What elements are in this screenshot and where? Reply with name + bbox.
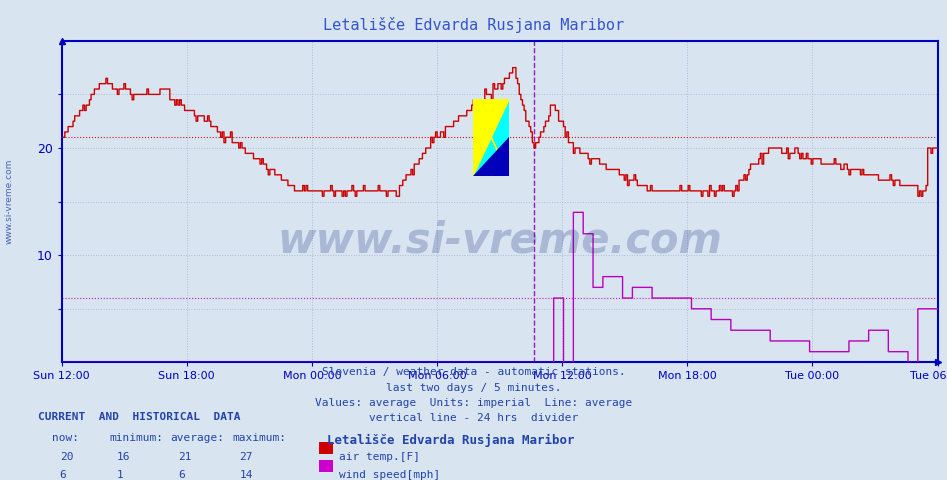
Text: CURRENT  AND  HISTORICAL  DATA: CURRENT AND HISTORICAL DATA	[38, 412, 241, 422]
Text: vertical line - 24 hrs  divider: vertical line - 24 hrs divider	[369, 413, 578, 423]
Text: now:: now:	[52, 433, 80, 444]
Text: 16: 16	[116, 452, 130, 462]
Text: 27: 27	[240, 452, 253, 462]
Text: Letališče Edvarda Rusjana Maribor: Letališče Edvarda Rusjana Maribor	[327, 433, 574, 446]
Bar	[474, 99, 509, 137]
Text: Letališče Edvarda Rusjana Maribor: Letališče Edvarda Rusjana Maribor	[323, 17, 624, 33]
Text: 20: 20	[60, 452, 73, 462]
Text: 6: 6	[60, 470, 66, 480]
Bar	[474, 137, 509, 176]
FancyArrow shape	[474, 99, 509, 177]
Text: www.si-vreme.com: www.si-vreme.com	[5, 159, 14, 244]
Text: 21: 21	[178, 452, 191, 462]
Text: minimum:: minimum:	[109, 433, 163, 444]
Text: 14: 14	[240, 470, 253, 480]
Text: Values: average  Units: imperial  Line: average: Values: average Units: imperial Line: av…	[314, 398, 633, 408]
Text: average:: average:	[170, 433, 224, 444]
Polygon shape	[474, 99, 509, 176]
Text: 1: 1	[116, 470, 123, 480]
Text: wind speed[mph]: wind speed[mph]	[339, 470, 440, 480]
Text: www.si-vreme.com: www.si-vreme.com	[277, 219, 722, 261]
Text: last two days / 5 minutes.: last two days / 5 minutes.	[385, 383, 562, 393]
Polygon shape	[474, 99, 509, 176]
Text: Slovenia / weather data - automatic stations.: Slovenia / weather data - automatic stat…	[322, 367, 625, 377]
Text: air temp.[F]: air temp.[F]	[339, 452, 420, 462]
Text: maximum:: maximum:	[232, 433, 286, 444]
Text: 6: 6	[178, 470, 185, 480]
Polygon shape	[474, 137, 509, 176]
